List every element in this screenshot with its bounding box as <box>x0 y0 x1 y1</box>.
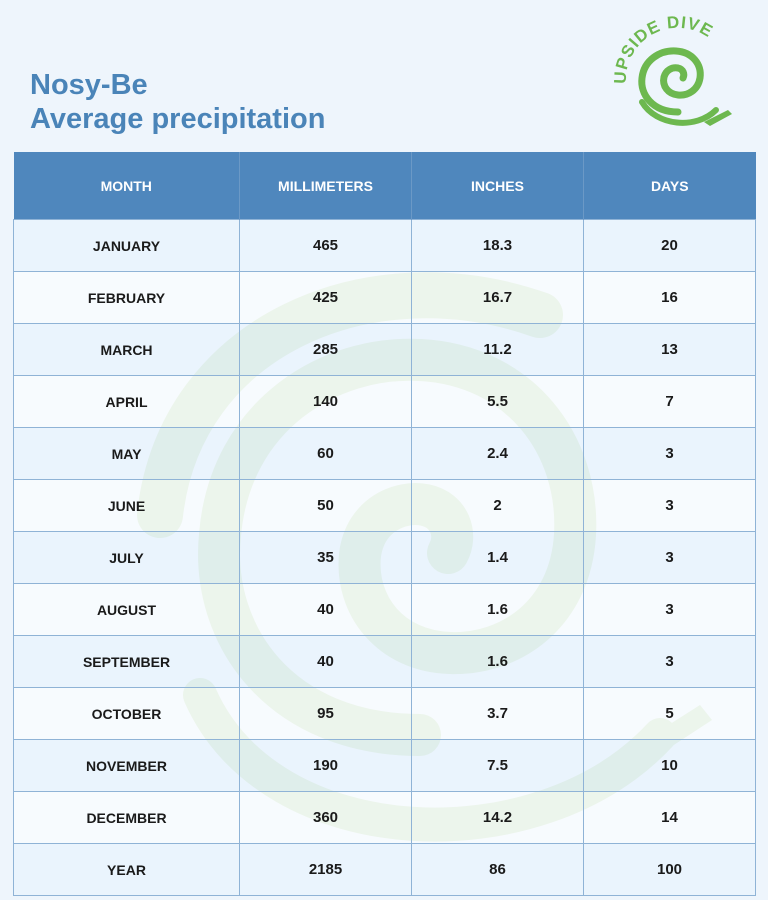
inches-cell: 11.2 <box>411 323 584 376</box>
days-cell: 3 <box>583 427 756 480</box>
month-cell: MARCH <box>13 323 240 376</box>
inches-cell: 2 <box>411 479 584 532</box>
days-cell: 20 <box>583 219 756 272</box>
millimeters-cell: 40 <box>239 583 412 636</box>
precipitation-table: MONTH MILLIMETERS INCHES DAYS JANUARY 46… <box>13 152 756 896</box>
table-row: DECEMBER 360 14.2 14 <box>13 791 756 844</box>
table-row: OCTOBER 95 3.7 5 <box>13 687 756 740</box>
table-row: JUNE 50 2 3 <box>13 479 756 532</box>
table-row: SEPTEMBER 40 1.6 3 <box>13 635 756 688</box>
table-row: MARCH 285 11.2 13 <box>13 323 756 376</box>
upside-dive-logo: UPSIDE DIVE <box>612 14 732 126</box>
millimeters-cell: 465 <box>239 219 412 272</box>
days-cell: 3 <box>583 583 756 636</box>
table-header-row: MONTH MILLIMETERS INCHES DAYS <box>13 152 756 220</box>
month-cell: APRIL <box>13 375 240 428</box>
days-cell: 100 <box>583 843 756 896</box>
inches-cell: 1.6 <box>411 635 584 688</box>
table-row: JANUARY 465 18.3 20 <box>13 219 756 272</box>
table-row: APRIL 140 5.5 7 <box>13 375 756 428</box>
millimeters-cell: 35 <box>239 531 412 584</box>
millimeters-cell: 50 <box>239 479 412 532</box>
month-cell: OCTOBER <box>13 687 240 740</box>
days-cell: 14 <box>583 791 756 844</box>
inches-cell: 18.3 <box>411 219 584 272</box>
millimeters-cell: 360 <box>239 791 412 844</box>
millimeters-cell: 190 <box>239 739 412 792</box>
millimeters-cell: 2185 <box>239 843 412 896</box>
header-inches: INCHES <box>411 152 584 220</box>
page-title: Nosy-Be Average precipitation <box>30 68 325 136</box>
month-cell: JANUARY <box>13 219 240 272</box>
table-row: FEBRUARY 425 16.7 16 <box>13 271 756 324</box>
inches-cell: 7.5 <box>411 739 584 792</box>
millimeters-cell: 60 <box>239 427 412 480</box>
inches-cell: 86 <box>411 843 584 896</box>
millimeters-cell: 285 <box>239 323 412 376</box>
title-line-2: Average precipitation <box>30 103 326 135</box>
table-row: AUGUST 40 1.6 3 <box>13 583 756 636</box>
header-millimeters: MILLIMETERS <box>239 152 412 220</box>
inches-cell: 5.5 <box>411 375 584 428</box>
days-cell: 16 <box>583 271 756 324</box>
table-row-total: YEAR 2185 86 100 <box>13 843 756 896</box>
millimeters-cell: 95 <box>239 687 412 740</box>
inches-cell: 1.6 <box>411 583 584 636</box>
days-cell: 3 <box>583 531 756 584</box>
table-row: JULY 35 1.4 3 <box>13 531 756 584</box>
days-cell: 3 <box>583 635 756 688</box>
month-cell: NOVEMBER <box>13 739 240 792</box>
millimeters-cell: 40 <box>239 635 412 688</box>
millimeters-cell: 140 <box>239 375 412 428</box>
month-cell: AUGUST <box>13 583 240 636</box>
days-cell: 10 <box>583 739 756 792</box>
millimeters-cell: 425 <box>239 271 412 324</box>
month-cell: MAY <box>13 427 240 480</box>
table-row: MAY 60 2.4 3 <box>13 427 756 480</box>
month-cell: DECEMBER <box>13 791 240 844</box>
inches-cell: 16.7 <box>411 271 584 324</box>
month-cell: JULY <box>13 531 240 584</box>
days-cell: 7 <box>583 375 756 428</box>
header-month: MONTH <box>13 152 240 220</box>
days-cell: 3 <box>583 479 756 532</box>
header-days: DAYS <box>583 152 756 220</box>
month-cell: FEBRUARY <box>13 271 240 324</box>
inches-cell: 14.2 <box>411 791 584 844</box>
inches-cell: 1.4 <box>411 531 584 584</box>
table-row: NOVEMBER 190 7.5 10 <box>13 739 756 792</box>
month-cell: YEAR <box>13 843 240 896</box>
inches-cell: 2.4 <box>411 427 584 480</box>
days-cell: 5 <box>583 687 756 740</box>
month-cell: SEPTEMBER <box>13 635 240 688</box>
inches-cell: 3.7 <box>411 687 584 740</box>
month-cell: JUNE <box>13 479 240 532</box>
title-line-1: Nosy-Be <box>30 69 148 101</box>
days-cell: 13 <box>583 323 756 376</box>
